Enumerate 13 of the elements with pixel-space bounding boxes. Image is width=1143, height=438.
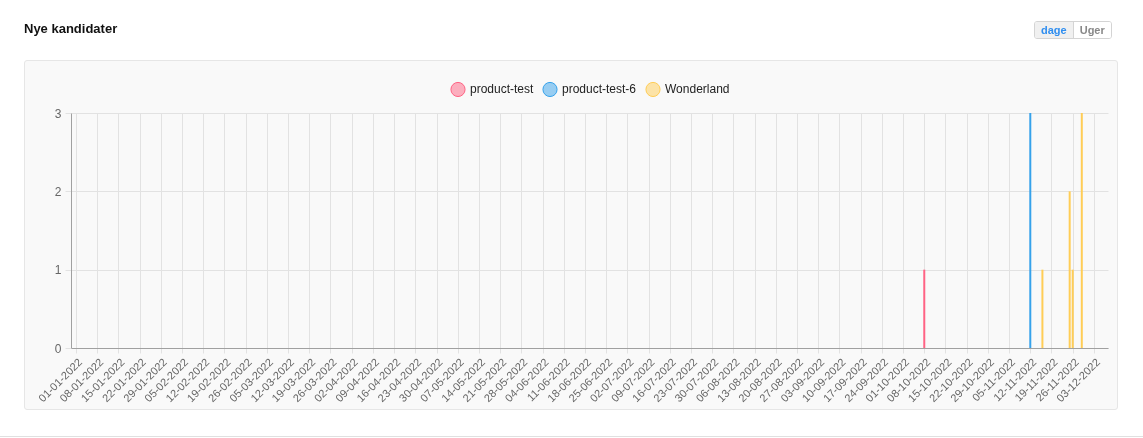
bar	[923, 269, 926, 348]
y-tick-label: 1	[54, 263, 62, 278]
bar	[1080, 113, 1083, 348]
y-tick-label: 2	[54, 184, 62, 199]
period-toggle: dage Uger	[1034, 21, 1112, 39]
legend-label: Wonderland	[665, 82, 730, 97]
bar	[1068, 191, 1071, 348]
legend-label: product-test-6	[562, 82, 637, 97]
legend-label: product-test	[470, 82, 535, 97]
y-tick-label: 3	[54, 106, 62, 121]
y-tick-label: 0	[54, 341, 62, 356]
chart-title: Nye kandidater	[24, 21, 118, 36]
bar	[1041, 269, 1044, 348]
